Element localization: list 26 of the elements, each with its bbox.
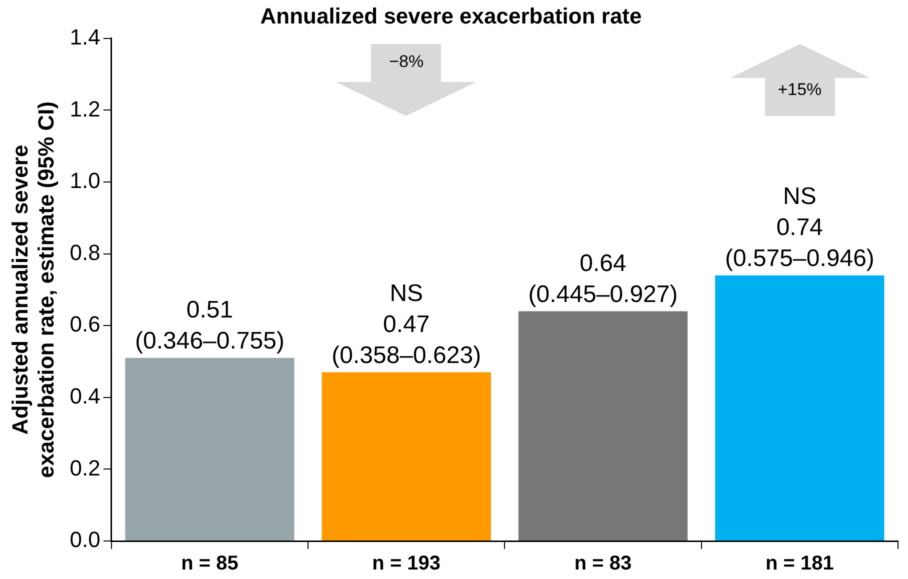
annotation: −8% bbox=[388, 52, 425, 72]
data-label: NS 0.47 (0.358–0.623) bbox=[332, 280, 482, 369]
y-axis-title: Adjusted annualized severe exacerbation rate, estimate (95% CI) bbox=[7, 101, 59, 478]
y-tick-label: 0.2 bbox=[70, 455, 100, 480]
data-label: 0.64 (0.445–0.927) bbox=[528, 250, 678, 308]
y-tick-label: 1.0 bbox=[70, 168, 100, 194]
data-label: NS 0.74 (0.575–0.946) bbox=[724, 182, 874, 272]
bar bbox=[518, 311, 688, 540]
up-arrow: +15% bbox=[730, 44, 870, 116]
bar bbox=[125, 358, 294, 540]
y-tick-label: 0.4 bbox=[70, 383, 100, 408]
x-tick-label: n = 83 bbox=[574, 552, 632, 575]
chart-title: Annualized severe exacerbation rate bbox=[260, 3, 642, 28]
x-tick-label: n = 193 bbox=[372, 552, 441, 575]
annotation: +15% bbox=[776, 80, 823, 100]
y-tick-label: 0.0 bbox=[70, 527, 100, 552]
x-tick-label: n = 181 bbox=[765, 552, 834, 575]
y-tick-label: 1.2 bbox=[70, 96, 100, 122]
y-tick-label: 0.8 bbox=[70, 240, 100, 265]
data-label: 0.51 (0.346–0.755) bbox=[134, 296, 284, 355]
x-tick-label: n = 85 bbox=[181, 552, 238, 575]
y-tick-label: 1.4 bbox=[70, 24, 100, 50]
down-arrow: −8% bbox=[336, 44, 476, 116]
bar bbox=[322, 372, 491, 540]
bar bbox=[715, 275, 884, 540]
y-tick-label: 0.6 bbox=[70, 312, 100, 337]
